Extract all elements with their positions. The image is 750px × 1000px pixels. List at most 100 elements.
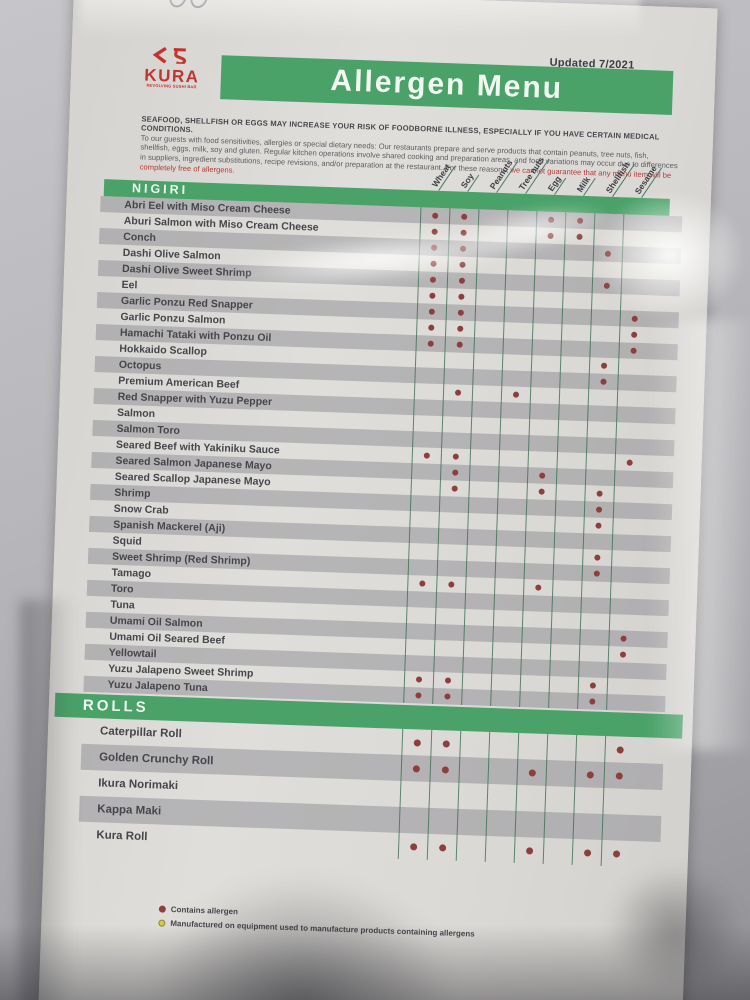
allergen-cell-peanuts [463, 609, 494, 627]
allergen-cell-peanuts [466, 545, 496, 563]
allergen-cell-sesame [612, 518, 642, 536]
allergen-dot [444, 677, 452, 684]
allergen-cell-milk [542, 837, 573, 865]
allergen-cell-egg [517, 732, 548, 760]
allergen-dot [604, 250, 612, 257]
allergen-cell-wheat [406, 590, 437, 608]
allergen-cell-peanuts [465, 561, 496, 579]
row-tail [649, 295, 680, 312]
allergen-cell-tree-nuts [488, 731, 519, 759]
allergen-cell-milk [556, 452, 587, 470]
allergen-cell-sesame [601, 813, 632, 841]
row-tail [638, 615, 669, 632]
allergen-dot [512, 391, 520, 398]
allergen-dot [428, 308, 435, 315]
allergen-cell-tree-nuts [498, 450, 529, 468]
allergen-cell-shellfish [574, 760, 605, 788]
row-tail [642, 487, 673, 504]
allergen-cell-peanuts [477, 225, 507, 243]
allergen-cell-shellfish [588, 373, 618, 391]
allergen-dot [459, 261, 466, 268]
allergen-dot [427, 340, 434, 347]
allergen-cell-shellfish [589, 325, 620, 343]
allergen-dot [441, 765, 449, 774]
allergen-cell-peanuts [476, 241, 507, 259]
allergen-cell-peanuts [468, 481, 498, 499]
allergen-cell-milk [545, 759, 576, 787]
allergen-cell-wheat [399, 780, 430, 808]
row-tail [631, 789, 662, 816]
allergen-cell-wheat [417, 287, 447, 305]
row-tail [643, 455, 674, 472]
allergen-cell-peanuts [473, 321, 504, 339]
allergen-cell-milk [546, 733, 577, 761]
allergen-dot [619, 651, 627, 658]
allergen-cell-soy [426, 833, 457, 861]
allergen-cell-egg [513, 836, 544, 864]
allergen-dot [429, 276, 437, 283]
allergen-cell-egg [521, 611, 552, 629]
allergen-cell-wheat [410, 479, 440, 497]
allergen-cell-sesame [604, 735, 635, 763]
menu-paper: Updated 7/2021 KURA REVOLVING SUSHI BAR … [37, 0, 718, 1000]
allergen-cell-wheat [403, 670, 434, 688]
allergen-dot [454, 389, 462, 396]
allergen-cell-egg [522, 595, 553, 613]
allergen-cell-wheat [405, 606, 436, 624]
allergen-cell-milk [548, 676, 579, 694]
allergen-dot [423, 452, 430, 459]
allergen-cell-sesame [607, 662, 637, 680]
allergen-cell-egg [534, 259, 564, 277]
allergen-dot [430, 244, 438, 251]
allergen-cell-peanuts [475, 273, 506, 291]
allergen-dot [415, 692, 422, 699]
allergen-cell-wheat [416, 319, 446, 337]
allergen-cell-wheat [418, 255, 448, 273]
allergen-cell-tree-nuts [484, 835, 515, 863]
allergen-dot [589, 682, 597, 689]
allergen-cell-peanuts [462, 656, 492, 674]
allergen-cell-shellfish [587, 389, 618, 407]
allergen-cell-peanuts [476, 257, 506, 275]
allergen-cell-milk [559, 372, 589, 390]
allergen-cell-egg [516, 758, 547, 786]
allergen-cell-egg [524, 531, 555, 549]
allergen-cell-soy [434, 607, 465, 625]
allergen-cell-peanuts [465, 577, 495, 595]
allergen-dot [430, 260, 437, 267]
allergen-cell-soy [448, 224, 478, 242]
allergen-cell-tree-nuts [494, 562, 525, 580]
allergen-dot [409, 842, 417, 850]
allergen-dot [413, 738, 421, 747]
allergen-cell-shellfish [580, 581, 611, 599]
allergen-cell-wheat [415, 335, 446, 353]
allergen-cell-milk [561, 308, 592, 326]
allergen-cell-milk [544, 785, 575, 813]
allergen-cell-sesame [610, 566, 641, 584]
allergen-cell-tree-nuts [506, 210, 537, 228]
row-tail [643, 471, 674, 488]
allergen-cell-soy [442, 384, 473, 402]
allergen-cell-egg [523, 579, 553, 597]
allergen-cell-wheat [404, 654, 434, 672]
allergen-cell-sesame [613, 486, 643, 504]
allergen-cell-peanuts [472, 353, 503, 371]
allergen-cell-egg [523, 563, 554, 581]
allergen-dot [461, 213, 468, 220]
allergen-cell-milk [563, 244, 594, 262]
allergen-cell-shellfish [573, 786, 604, 814]
allergen-cell-peanuts [466, 529, 497, 547]
row-tail [651, 247, 682, 264]
allergen-cell-tree-nuts [496, 514, 526, 532]
allergen-cell-egg [519, 690, 549, 708]
allergen-column-label: Shellfish [603, 157, 636, 197]
allergen-cell-peanuts [457, 782, 488, 810]
allergen-cell-tree-nuts [490, 689, 520, 707]
allergen-cell-wheat [419, 207, 450, 225]
allergen-cell-sesame [620, 278, 651, 296]
allergen-cell-peanuts [458, 756, 489, 784]
allergen-cell-milk [555, 468, 586, 486]
binder-ring-icon [187, 0, 211, 11]
nigiri-rows: Abri Eel with Miso Cream Cheese Aburi Sal… [83, 196, 683, 713]
allergen-dot [631, 315, 638, 322]
